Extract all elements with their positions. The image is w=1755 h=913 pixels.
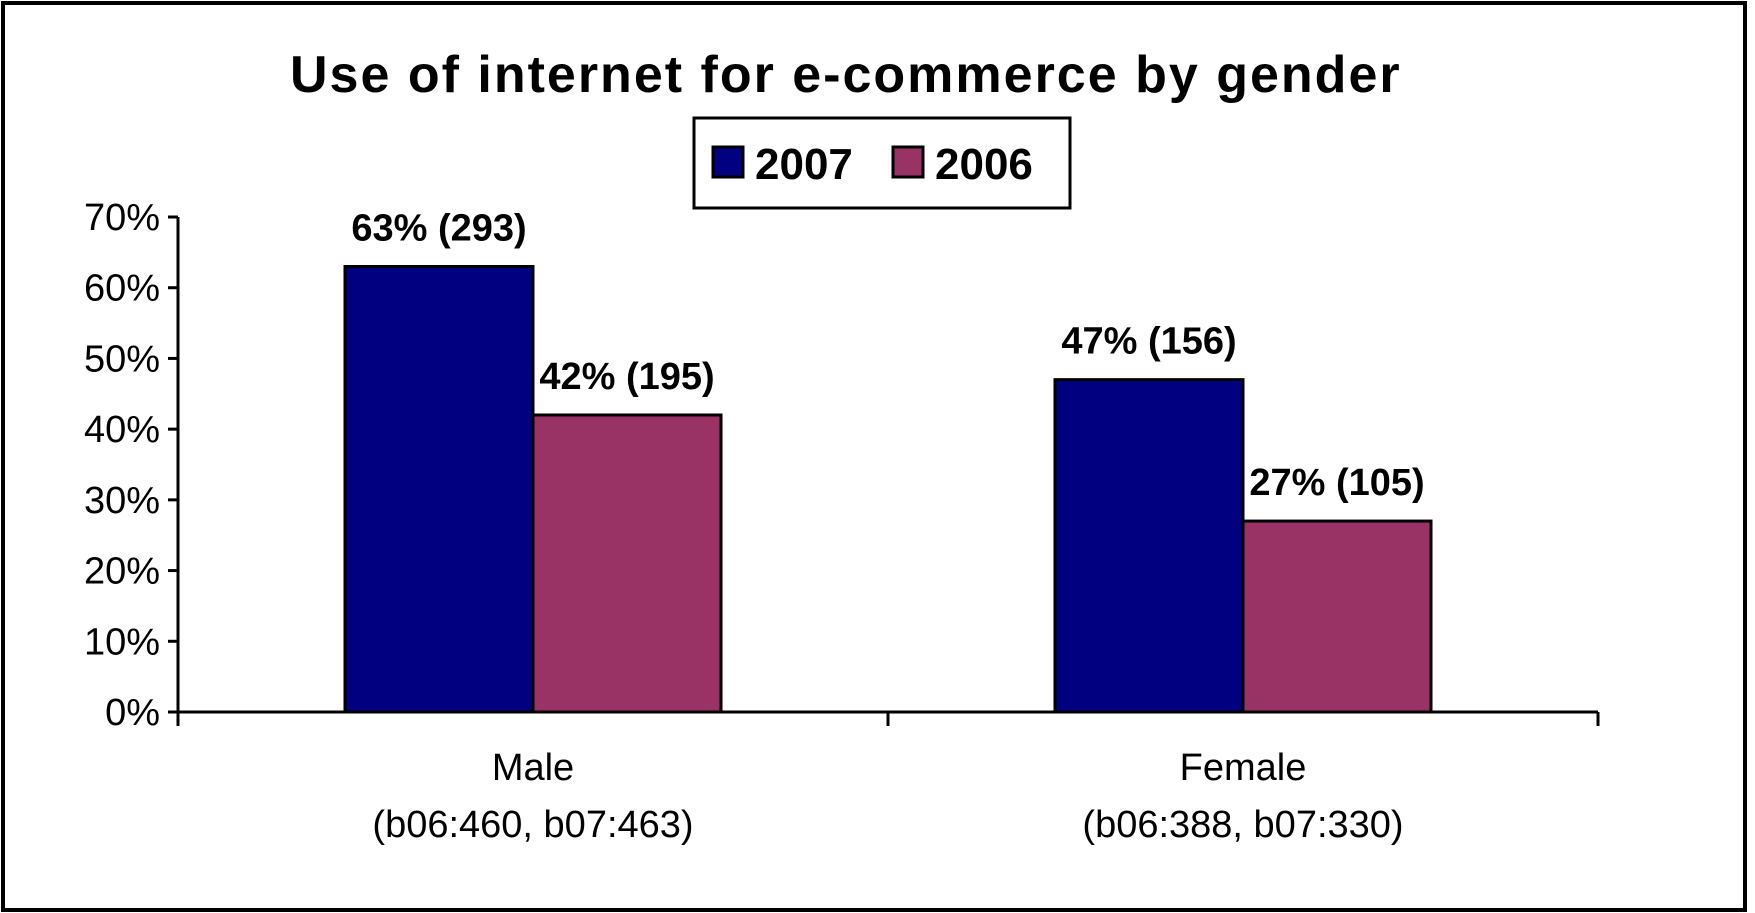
legend-label-2007: 2007	[755, 140, 853, 189]
y-tick-label: 10%	[84, 621, 160, 663]
title-clip	[1475, 40, 1555, 110]
data-label: 27% (105)	[1249, 462, 1424, 504]
legend-label-2006: 2006	[935, 140, 1033, 189]
y-tick-label: 50%	[84, 338, 160, 380]
category-note: (b06:460, b07:463)	[372, 804, 693, 846]
legend-box	[692, 116, 1072, 210]
bar-2006-male	[531, 413, 723, 714]
bar-2007-male	[343, 265, 535, 714]
legend-swatch-2006	[891, 145, 925, 179]
data-label: 63% (293)	[351, 208, 526, 250]
y-tick-label: 30%	[84, 480, 160, 522]
chart-title: Use of internet for e-commerce by gender	[290, 46, 1402, 104]
y-tick-label: 60%	[84, 268, 160, 310]
category-note: (b06:388, b07:330)	[1082, 804, 1403, 846]
y-tick-label: 0%	[105, 692, 160, 734]
data-label: 47% (156)	[1061, 321, 1236, 363]
category-label: Female	[1180, 747, 1307, 789]
legend-swatch-2007	[711, 145, 745, 179]
y-axis: 0% 10% 20% 30% 40% 50% 60% 70%	[84, 197, 180, 734]
category-label: Male	[492, 747, 574, 789]
data-labels: 63% (293) 42% (195) 47% (156) 27% (105)	[351, 208, 1424, 505]
y-tick-label: 70%	[84, 197, 160, 239]
bar-2006-female	[1241, 519, 1433, 714]
y-tick-label: 20%	[84, 551, 160, 593]
category-labels: Male (b06:460, b07:463) Female (b06:388, b0…	[372, 747, 1403, 846]
data-label: 42% (195)	[539, 356, 714, 398]
bar-2007-female	[1053, 378, 1245, 714]
y-tick-label: 40%	[84, 409, 160, 451]
legend: 2007 2006	[692, 116, 1072, 210]
bars	[343, 265, 1433, 714]
